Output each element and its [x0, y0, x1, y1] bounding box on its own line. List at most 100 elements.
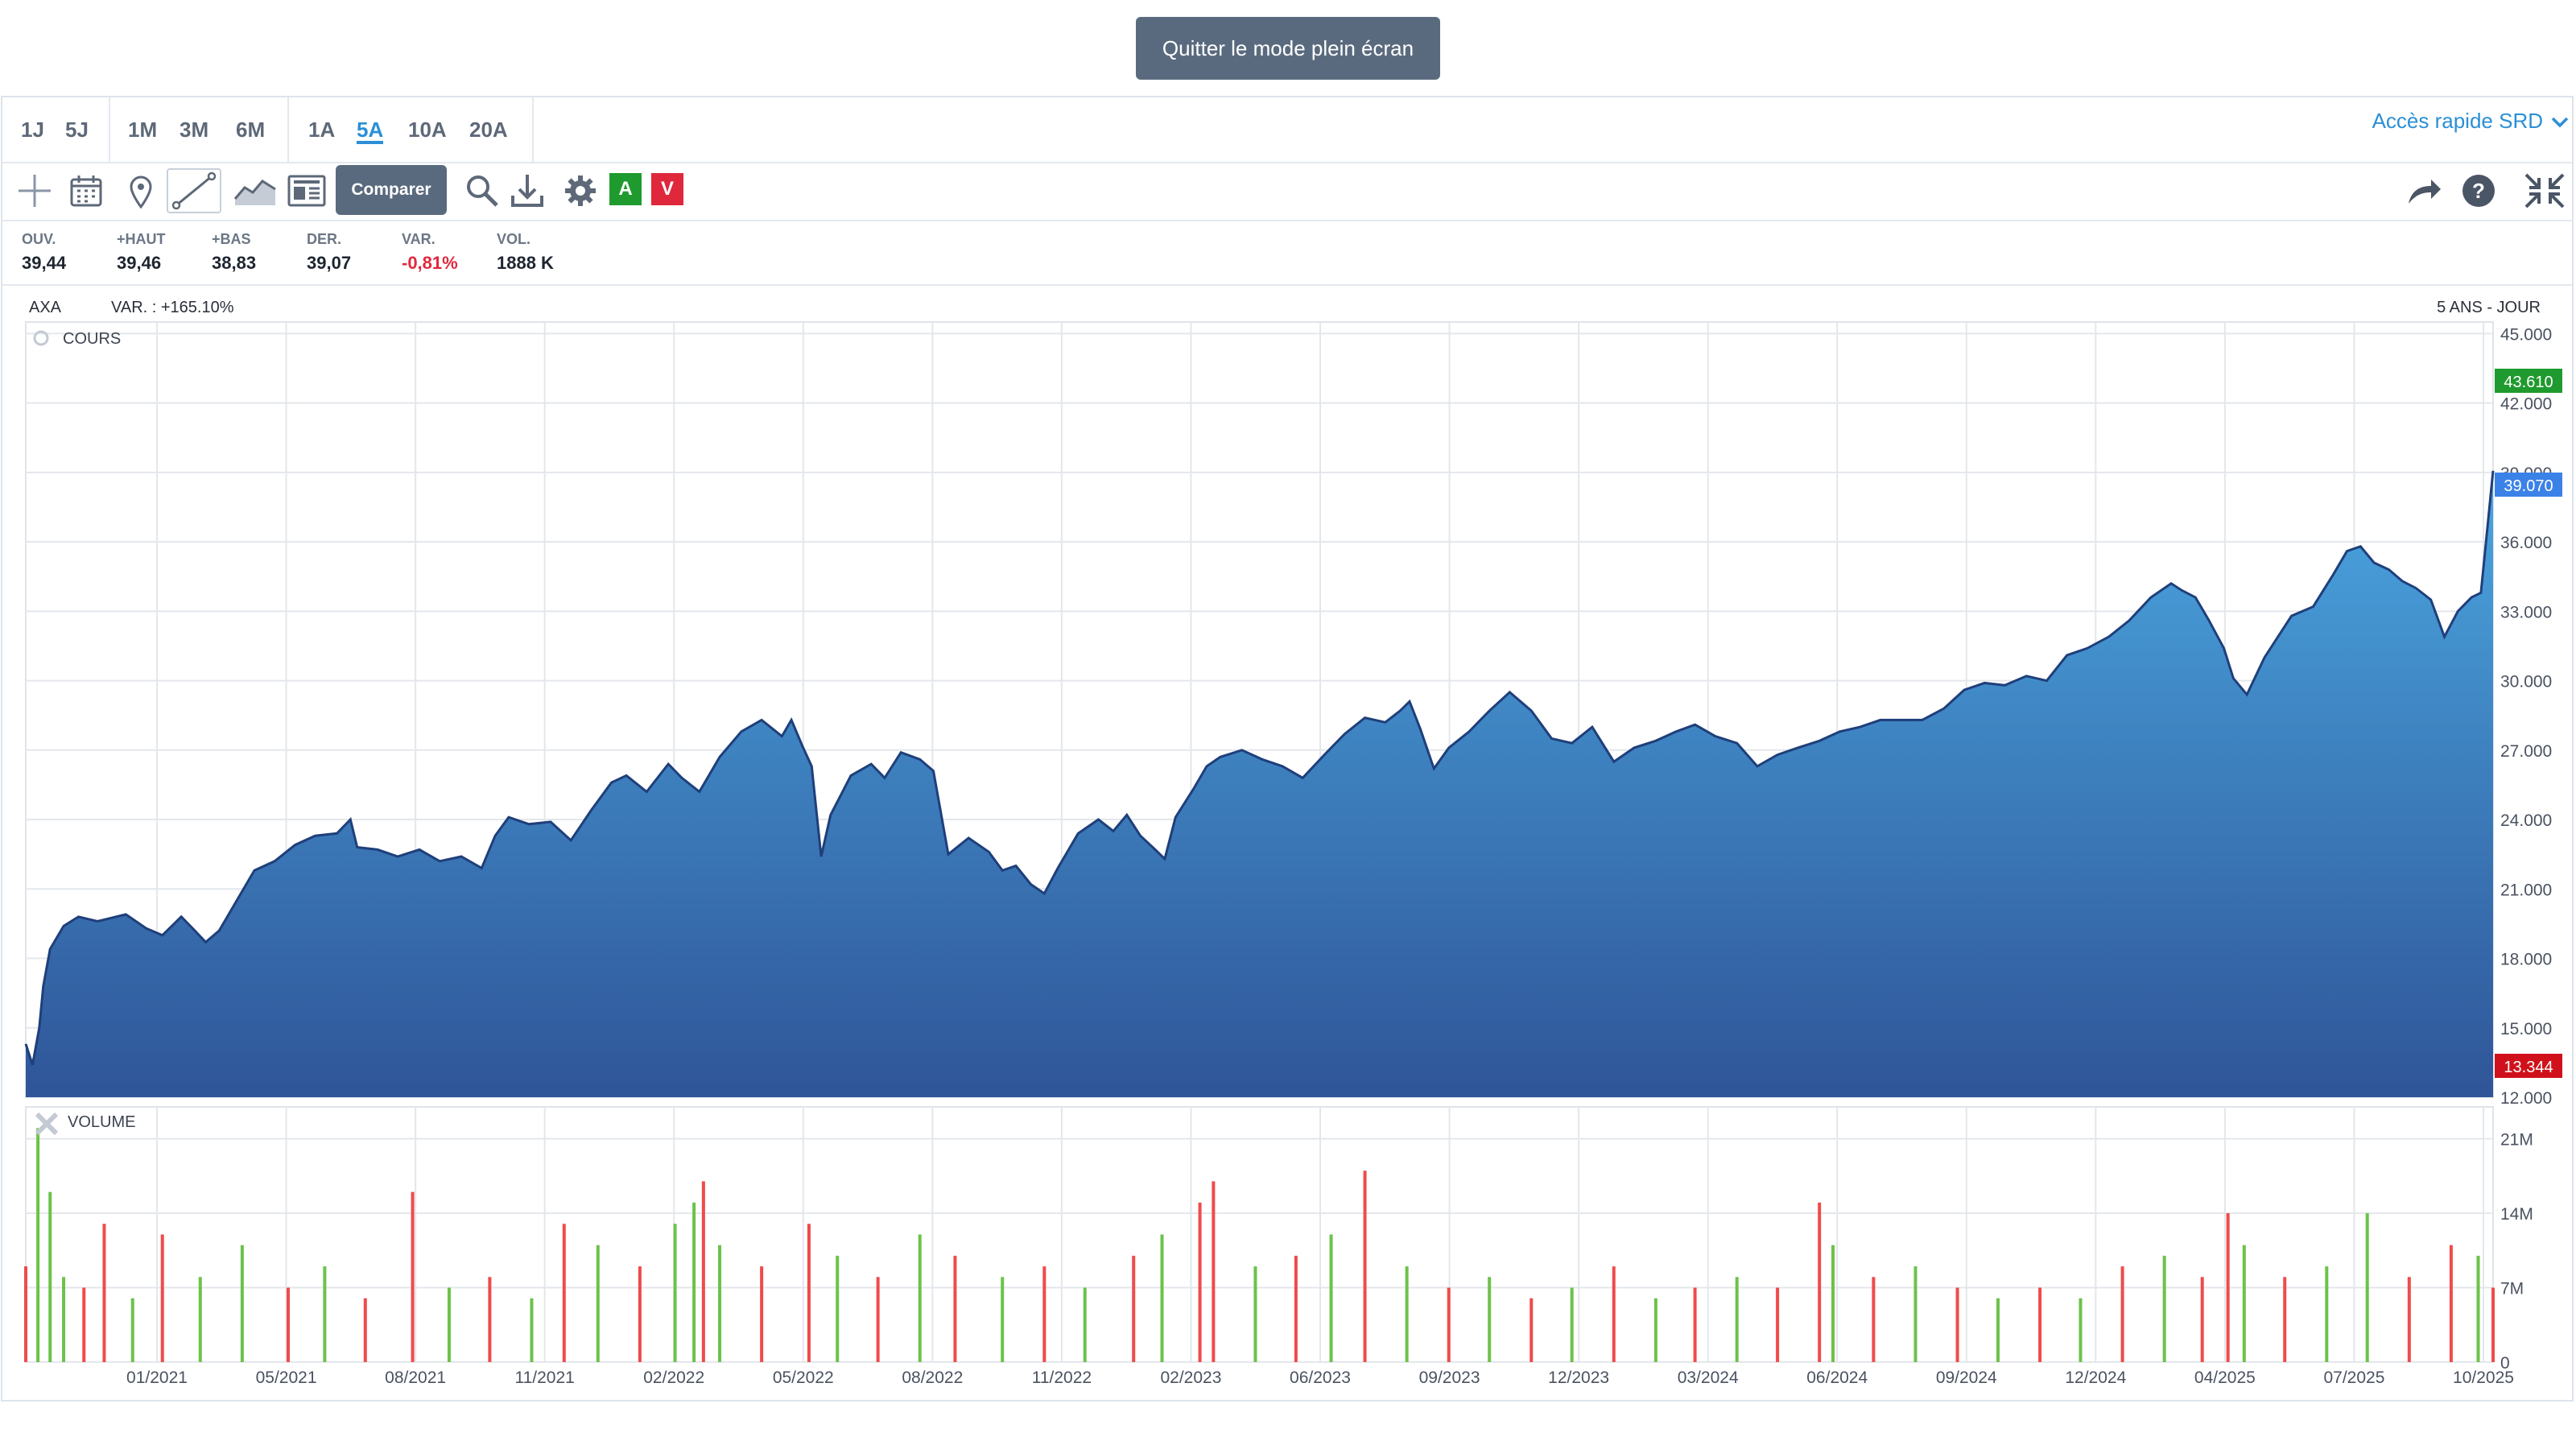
instrument-label: AXA: [29, 299, 62, 316]
buy-button[interactable]: A: [609, 173, 642, 205]
settings-small-icon[interactable]: [33, 330, 49, 346]
y-tick-label: 30.000: [2500, 673, 2552, 691]
calendar-icon[interactable]: [62, 168, 110, 213]
volume-bar: [718, 1245, 722, 1362]
period-1J[interactable]: 1J: [21, 118, 44, 142]
exit-fullscreen-button[interactable]: Quitter le mode plein écran: [1136, 17, 1440, 80]
chart-type-icon[interactable]: [231, 168, 279, 213]
volume-bar: [2407, 1277, 2411, 1362]
volume-bar: [2365, 1213, 2369, 1362]
period-5J[interactable]: 5J: [65, 118, 89, 142]
volume-panel-label: VOLUME: [68, 1113, 135, 1131]
x-tick-label: 08/2022: [902, 1368, 963, 1387]
stat-variation-label: VAR.: [402, 231, 436, 247]
quote-stats: OUV. 39,44 +HAUT 39,46 +BAS 38,83 DER. 3…: [2, 220, 2572, 286]
stat-low-value: 38,83: [212, 253, 257, 273]
volume-bar: [596, 1245, 600, 1362]
sell-button[interactable]: V: [651, 173, 683, 205]
volume-bar: [1693, 1287, 1697, 1362]
x-tick-label: 10/2025: [2453, 1368, 2514, 1387]
x-tick-label: 11/2022: [1032, 1368, 1092, 1387]
volume-bar: [1001, 1277, 1005, 1362]
close-panel-icon[interactable]: [35, 1112, 59, 1136]
volume-bar: [1872, 1277, 1876, 1362]
chart-axes: 45.00042.00039.00036.00033.00030.00027.0…: [126, 325, 2552, 1387]
volume-bar: [2162, 1255, 2166, 1362]
volume-bar: [2120, 1266, 2124, 1362]
pin-icon[interactable]: [117, 168, 165, 213]
period-20A[interactable]: 20A: [469, 118, 508, 142]
volume-bar: [447, 1287, 451, 1362]
volume-bar: [102, 1224, 106, 1362]
volume-bar: [240, 1245, 244, 1362]
period-group-years: 1A 5A 10A 20A: [287, 97, 534, 162]
volume-bar: [2449, 1245, 2453, 1362]
volume-tick-label: 0: [2500, 1354, 2510, 1373]
volume-bar: [701, 1181, 705, 1362]
share-icon[interactable]: [2400, 168, 2448, 213]
stat-open-value: 39,44: [22, 253, 67, 273]
help-icon[interactable]: ?: [2454, 168, 2503, 213]
compare-button[interactable]: Comparer: [336, 165, 447, 215]
volume-bar: [638, 1266, 642, 1362]
volume-bar: [24, 1266, 27, 1362]
volume-bar: [1996, 1298, 2000, 1362]
stat-variation: VAR. -0,81%: [402, 231, 458, 274]
volume-bar: [1198, 1202, 1202, 1362]
volume-bar: [130, 1298, 134, 1362]
trendline-icon[interactable]: [167, 168, 221, 213]
y-tick-label: 42.000: [2500, 395, 2552, 414]
period-10A[interactable]: 10A: [408, 118, 447, 142]
crosshair-icon[interactable]: [10, 168, 59, 213]
x-tick-label: 06/2023: [1290, 1368, 1351, 1387]
volume-bar: [918, 1234, 922, 1362]
gear-icon[interactable]: [556, 168, 605, 213]
volume-bar: [2242, 1245, 2246, 1362]
download-icon[interactable]: [503, 168, 551, 213]
volume-bar: [2226, 1213, 2230, 1362]
stat-volume: VOL. 1888 K: [497, 231, 554, 274]
x-tick-label: 05/2022: [773, 1368, 834, 1387]
y-tick-label: 45.000: [2500, 325, 2552, 344]
volume-bar: [2491, 1287, 2495, 1362]
volume-bar: [1735, 1277, 1739, 1362]
volume-bar: [673, 1224, 677, 1362]
volume-tick-label: 21M: [2500, 1131, 2533, 1150]
svg-text:?: ?: [2472, 179, 2485, 203]
price-panel-label: COURS: [63, 330, 121, 348]
volume-bar: [876, 1277, 880, 1362]
y-tick-label: 12.000: [2500, 1089, 2552, 1108]
period-1M[interactable]: 1M: [128, 118, 158, 142]
stat-variation-value: -0,81%: [402, 253, 458, 273]
stat-high: +HAUT 39,46: [117, 231, 166, 274]
x-tick-label: 03/2024: [1678, 1368, 1739, 1387]
x-tick-label: 01/2021: [126, 1368, 188, 1387]
y-tick-label: 15.000: [2500, 1020, 2552, 1038]
stat-high-value: 39,46: [117, 253, 162, 273]
volume-bar: [760, 1266, 764, 1362]
x-tick-label: 11/2021: [514, 1368, 574, 1387]
stat-low-label: +BAS: [212, 231, 251, 247]
y-tick-label: 27.000: [2500, 742, 2552, 761]
volume-bars: [24, 1128, 2495, 1362]
period-3M[interactable]: 3M: [180, 118, 209, 142]
period-group-days: 1J 5J: [2, 97, 110, 162]
volume-bar: [836, 1255, 840, 1362]
volume-bar: [1083, 1287, 1087, 1362]
search-icon[interactable]: [458, 168, 506, 213]
stat-low: +BAS 38,83: [212, 231, 256, 274]
period-1A[interactable]: 1A: [308, 118, 336, 142]
period-6M[interactable]: 6M: [236, 118, 266, 142]
low-tag: 13.344: [2495, 1054, 2562, 1078]
quick-access-srd[interactable]: Accès rapide SRD: [2372, 109, 2569, 134]
news-icon[interactable]: [283, 168, 331, 213]
stat-open: OUV. 39,44: [22, 231, 66, 274]
stat-high-label: +HAUT: [117, 231, 166, 247]
period-selector: 1J 5J 1M 3M 6M 1A 5A 10A 20A Accès rapid…: [2, 97, 2572, 163]
x-tick-label: 08/2021: [385, 1368, 446, 1387]
exit-fullscreen-icon[interactable]: [2520, 168, 2569, 213]
price-area: [26, 470, 2493, 1097]
period-5A[interactable]: 5A: [357, 115, 384, 144]
y-tick-label: 33.000: [2500, 603, 2552, 621]
volume-bar: [1488, 1277, 1492, 1362]
